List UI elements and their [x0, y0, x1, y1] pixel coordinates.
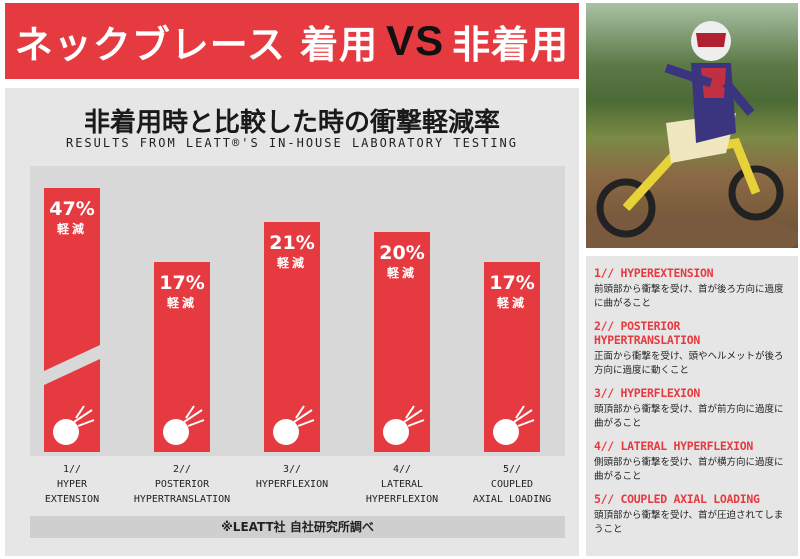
definition-text: 正面から衝撃を受け、頭やヘルメットが後ろ方向に過度に動くこと	[594, 351, 784, 376]
rider-illustration	[586, 21, 798, 248]
bar: 47% 軽減	[40, 188, 104, 452]
category-label-line: AXIAL LOADING	[472, 494, 552, 505]
category-label-line: 1//	[62, 464, 82, 475]
bar-value-label: 47%	[49, 198, 95, 220]
banner-right: 非着用	[452, 22, 570, 67]
category-label-line: HYPER	[56, 479, 88, 490]
bar-value-label: 20%	[379, 242, 425, 264]
definition-text: 側頭部から衝撃を受け、首が横方向に過度に曲がること	[594, 457, 784, 482]
definition-text: 前頭部から衝撃を受け、首が後ろ方向に過度に曲がること	[594, 284, 784, 309]
title-banner: ネックブレース 着用 VS 非着用	[5, 3, 579, 79]
category-label-line: HYPERFLEXION	[365, 494, 439, 505]
bar-unit-label: 軽減	[56, 222, 87, 236]
definition-title: 1// HYPEREXTENSION	[594, 266, 714, 280]
definition-title: 2// POSTERIOR HYPERTRANSLATION	[594, 319, 700, 347]
neck-injury-figure-icon	[273, 405, 315, 445]
category-label-line: COUPLED	[490, 479, 534, 490]
bar: 17% 軽減	[484, 262, 540, 452]
category-label: 2// POSTERIOR HYPERTRANSLATION	[127, 462, 237, 507]
category-label-line: HYPERTRANSLATION	[133, 494, 231, 505]
category-label-line: LATERAL	[380, 479, 424, 490]
category-label-line: POSTERIOR	[154, 479, 210, 490]
definition-title: 5// COUPLED AXIAL LOADING	[594, 492, 760, 506]
neck-injury-figure-icon	[53, 405, 95, 445]
definition-title: 3// HYPERFLEXION	[594, 386, 700, 400]
category-label: 4// LATERAL HYPERFLEXION	[347, 462, 457, 507]
axis-break	[40, 343, 104, 387]
category-label-line: 5//	[502, 464, 522, 475]
category-label-line: EXTENSION	[44, 494, 100, 505]
chart-title: 非着用時と比較した時の衝撃軽減率	[83, 108, 500, 138]
category-label: 1// HYPER EXTENSION	[17, 462, 127, 507]
bar: 17% 軽減	[154, 262, 210, 452]
definition-text: 頭頂部から衝撃を受け、首が圧迫されてしまうこと	[594, 510, 784, 535]
chart-subtitle: RESULTS FROM LEATT®'S IN-HOUSE LABORATOR…	[65, 136, 518, 150]
chart-area: 47% 軽減 17% 軽減 21% 軽減 20% 軽減 17% 軽減	[30, 166, 565, 456]
banner-left: ネックブレース 着用	[14, 22, 379, 67]
neck-injury-figure-icon	[163, 405, 205, 445]
category-label-line: 4//	[392, 464, 412, 475]
source-note: ※LEATT社 自社研究所調べ	[30, 516, 565, 538]
bar: 20% 軽減	[374, 232, 430, 452]
neck-injury-figure-icon	[383, 405, 425, 445]
banner-vs: VS	[386, 17, 445, 64]
category-label-line: 3//	[282, 464, 302, 475]
category-label-line: HYPERFLEXION	[255, 479, 329, 490]
neck-injury-figure-icon	[493, 405, 535, 445]
definitions-panel: 1// HYPEREXTENSION 前頭部から衝撃を受け、首が後ろ方向に過度に曲…	[586, 256, 798, 556]
category-label-line: 2//	[172, 464, 192, 475]
bar-value-label: 21%	[269, 232, 315, 254]
bar-unit-label: 軽減	[386, 266, 417, 280]
motocross-rider-photo	[586, 3, 798, 248]
category-label: 3// HYPERFLEXION	[237, 462, 347, 492]
category-label: 5// COUPLED AXIAL LOADING	[457, 462, 567, 507]
definition-title: 4// LATERAL HYPERFLEXION	[594, 439, 753, 453]
bar-unit-label: 軽減	[276, 256, 307, 270]
bar-value-label: 17%	[489, 272, 535, 294]
bar-value-label: 17%	[159, 272, 205, 294]
definition-text: 頭頂部から衝撃を受け、首が前方向に過度に曲がること	[594, 404, 784, 429]
bar-unit-label: 軽減	[166, 296, 197, 310]
bar-unit-label: 軽減	[496, 296, 527, 310]
bar: 21% 軽減	[264, 222, 320, 452]
